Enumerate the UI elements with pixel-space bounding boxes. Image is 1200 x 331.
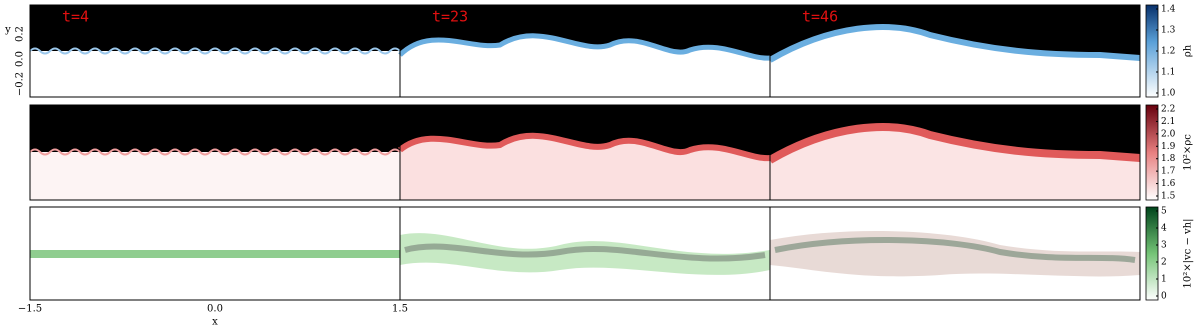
interface [398,132,771,162]
colorbar-tick-label: 2.0 [1161,129,1176,139]
panel-fill [770,27,1140,98]
shear-band [400,233,770,275]
colorbar-tick-label: 1.3 [1161,26,1176,36]
colorbar-tick-label: 0 [1161,292,1167,302]
panel-fill [400,135,770,200]
colorbar-tick-label: 2.2 [1161,105,1175,115]
shear-band [30,250,400,258]
interface [398,33,771,61]
colorbar-tick-label: 5 [1161,207,1167,217]
y-tick-label: 0.2 [15,26,26,42]
frame [29,104,1141,201]
frame [29,206,1141,301]
x-tick-label: −1.5 [18,304,42,315]
interface [29,148,401,156]
x-tick-label: 0.0 [207,304,223,315]
interface [767,123,1141,164]
x-tick-label: 1.5 [392,304,408,315]
interface [768,24,1141,63]
colorbar-tick-label: 2.1 [1161,117,1175,127]
panels [29,4,1141,301]
colorbar-tick-label: 1.5 [1161,192,1176,202]
colorbar-label: 10²×|vc − vh| [1183,219,1194,289]
panel-fill [30,152,400,200]
colorbar-tick-label: 4 [1161,224,1167,234]
colorbar-tick-label: 1.4 [1161,5,1176,15]
frame [29,4,1141,98]
colorbar-tick-label: 1.9 [1161,142,1176,152]
time-label: t=4 [62,8,89,26]
y-axis-label: y [4,25,11,36]
shear-band [404,243,766,262]
colorbar-label: ρh [1183,44,1194,57]
y-tick-label: 0.0 [15,51,26,67]
colorbar-tick-label: 2 [1161,258,1167,268]
panel-divider [399,5,771,300]
colorbar-tick-label: 3 [1161,241,1167,251]
colorbar-tick-label: 1.7 [1161,167,1176,177]
x-axis-label: x [212,317,218,328]
colorbar [1145,104,1159,201]
colorbar-tick-label: 1.8 [1161,154,1176,164]
colorbar-tick-label: 1.2 [1161,47,1175,57]
interface [29,47,401,55]
colorbar-tick-label: 1.6 [1161,179,1176,189]
shear-band [774,237,1136,263]
panel-fill [770,127,1140,200]
colorbar-tick-label: 1.1 [1161,68,1175,78]
colorbar-tick-label: 1.0 [1161,89,1176,99]
time-label: t=23 [432,8,468,26]
time-label: t=46 [802,8,838,26]
colorbar [1145,206,1159,301]
colorbar-label: 10²×ρc [1183,134,1194,171]
y-tick-label: −0.2 [15,72,26,96]
panel-fill [400,35,770,97]
panel-fill [30,51,400,97]
colorbar-tick-label: 1 [1161,275,1167,285]
